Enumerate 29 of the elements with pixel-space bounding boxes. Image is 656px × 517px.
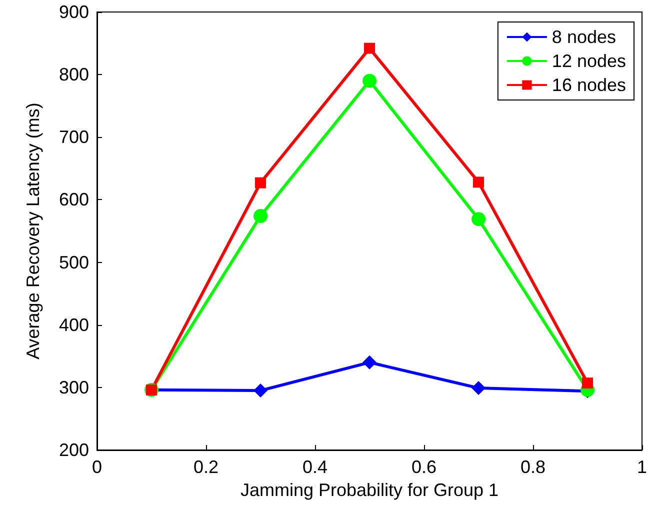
- y-axis-title: Average Recovery Latency (ms): [23, 102, 43, 360]
- x-tick-label: 0.6: [411, 457, 437, 477]
- y-tick-label: 900: [58, 2, 89, 22]
- point: [582, 378, 593, 389]
- y-tick-label: 700: [58, 127, 89, 148]
- x-tick-label: 0.2: [193, 457, 219, 477]
- legend-label: 12 nodes: [552, 51, 626, 71]
- point: [472, 381, 486, 396]
- point: [362, 355, 376, 370]
- y-tick-label: 200: [58, 440, 89, 460]
- point: [472, 212, 486, 226]
- y-tick-label: 400: [58, 314, 89, 335]
- point: [364, 42, 375, 54]
- y-tick-label: 500: [58, 252, 89, 272]
- y-tick-label: 600: [58, 190, 89, 210]
- point: [254, 384, 268, 398]
- point: [473, 176, 484, 188]
- point: [254, 208, 268, 223]
- x-axis-title: Jamming Probability for Group 1: [240, 480, 499, 500]
- x-tick-label: 0.8: [520, 457, 546, 477]
- legend-label: 8 nodes: [552, 27, 616, 47]
- legend-label: 16 nodes: [552, 75, 626, 95]
- y-tick-label: 800: [58, 64, 89, 85]
- point: [362, 74, 376, 88]
- point: [255, 177, 266, 188]
- x-tick-label: 0.4: [302, 457, 328, 477]
- y-tick-label: 300: [58, 377, 89, 398]
- x-tick-label: 1: [636, 457, 648, 477]
- x-tick-label: 0: [92, 457, 102, 477]
